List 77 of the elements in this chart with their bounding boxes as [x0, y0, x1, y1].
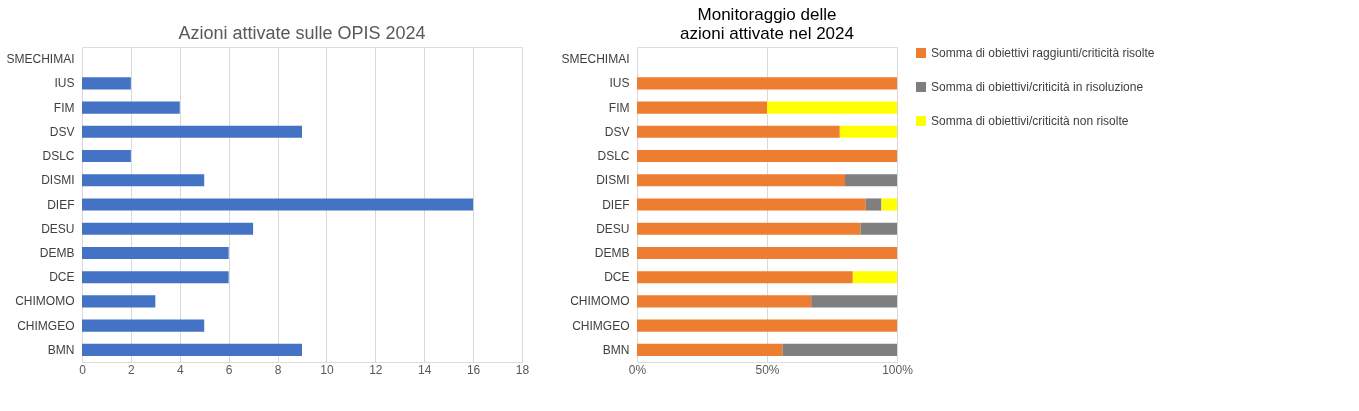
- y-tick-label: DIEF: [602, 197, 630, 212]
- y-tick-label: DCE: [604, 270, 630, 285]
- y-tick-label: FIM: [608, 100, 630, 115]
- bar: [82, 343, 302, 356]
- bar: [852, 271, 897, 284]
- x-tick-label: 16: [466, 362, 481, 377]
- bar: [82, 222, 254, 235]
- bar: [82, 246, 229, 260]
- bar: [637, 271, 853, 284]
- y-tick-label: FIM: [53, 100, 75, 115]
- x-tick-label: 8: [274, 362, 282, 377]
- y-tick-label: BMN: [47, 342, 75, 357]
- x-tick-label: 50%: [755, 362, 780, 377]
- y-tick-label: DIEF: [47, 197, 75, 212]
- y-tick-label: IUS: [609, 76, 630, 91]
- y-tick-label: DESU: [41, 221, 75, 236]
- y-tick-label: DISMI: [596, 173, 630, 188]
- bar: [637, 222, 861, 235]
- bar: [82, 101, 180, 114]
- bar: [637, 246, 897, 260]
- bar: [82, 174, 205, 187]
- y-tick-label: DEMB: [39, 245, 75, 260]
- bar: [82, 295, 156, 308]
- x-tick-label: 100%: [882, 362, 914, 377]
- bar: [82, 77, 131, 90]
- y-tick-label: DCE: [49, 270, 75, 285]
- x-tick-label: 12: [369, 362, 383, 377]
- x-tick-label: 4: [176, 362, 184, 377]
- y-tick-label: BMN: [602, 342, 630, 357]
- y-tick-label: CHIMGEO: [572, 318, 630, 333]
- bar: [811, 295, 897, 308]
- bar: [637, 77, 897, 90]
- bar: [881, 198, 897, 211]
- y-tick-label: DSV: [604, 124, 630, 139]
- chart-title: Monitoraggio delle azioni attivate nel 2024: [680, 5, 854, 43]
- bar: [82, 271, 229, 284]
- bar: [637, 295, 812, 308]
- bar: [637, 319, 897, 332]
- x-tick-label: 18: [515, 362, 530, 377]
- bar: [637, 149, 897, 163]
- x-tick-label: 0%: [628, 362, 647, 377]
- bar: [839, 125, 897, 138]
- legend-label: Somma di obiettivi raggiunti/criticità risolte: [931, 46, 1155, 60]
- bar: [637, 198, 866, 211]
- x-tick-label: 14: [418, 362, 432, 377]
- y-tick-label: CHIMOMO: [570, 294, 630, 309]
- y-tick-label: IUS: [54, 76, 75, 91]
- bar: [637, 343, 783, 356]
- y-tick-label: DSLC: [42, 149, 75, 164]
- x-tick-label: 6: [225, 362, 233, 377]
- bar: [782, 343, 897, 356]
- legend-label: Somma di obiettivi/criticità in risoluzione: [931, 80, 1144, 94]
- bar: [845, 174, 897, 187]
- y-tick-label: DESU: [596, 221, 630, 236]
- y-tick-label: DSLC: [597, 149, 630, 164]
- bar: [637, 125, 840, 138]
- x-tick-label: 0: [79, 362, 87, 377]
- bar: [637, 101, 767, 114]
- y-tick-label: CHIMOMO: [15, 294, 75, 309]
- bar: [82, 198, 474, 211]
- bar: [767, 101, 897, 114]
- legend-label: Somma di obiettivi/criticità non risolte: [931, 114, 1129, 128]
- y-tick-label: DISMI: [41, 173, 75, 188]
- bar: [82, 149, 131, 163]
- bar: [82, 125, 302, 138]
- bar: [865, 198, 882, 211]
- bar: [637, 174, 845, 187]
- chart-title: Azioni attivate sulle OPIS 2024: [178, 23, 426, 43]
- y-tick-label: DSV: [49, 124, 75, 139]
- x-tick-label: 10: [320, 362, 334, 377]
- bar: [860, 222, 897, 235]
- y-tick-label: SMECHIMAI: [561, 52, 630, 67]
- y-tick-label: SMECHIMAI: [6, 52, 75, 67]
- y-tick-label: DEMB: [594, 245, 630, 260]
- bar: [82, 319, 205, 332]
- x-tick-label: 2: [128, 362, 136, 377]
- y-tick-label: CHIMGEO: [17, 318, 75, 333]
